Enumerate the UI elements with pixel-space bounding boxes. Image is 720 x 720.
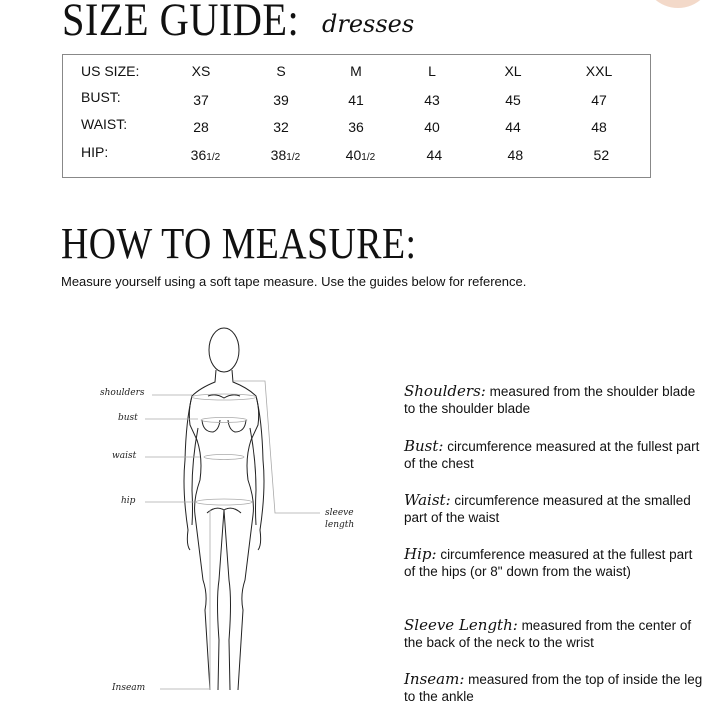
measure-item: Shoulders: measured from the shoulder bl… <box>404 383 704 417</box>
table-cell: 381/2 <box>271 147 300 163</box>
table-cell: 43 <box>424 92 440 108</box>
figure-label-hip: hip <box>121 496 136 506</box>
cell-fraction: 1/2 <box>206 152 221 163</box>
measure-text: circumference measured at the fullest pa… <box>404 547 693 579</box>
row-header-us-size: US SIZE: <box>81 63 140 79</box>
cell-whole: 44 <box>426 147 443 163</box>
table-cell: 37 <box>193 92 209 108</box>
measure-item: Hip: circumference measured at the fulle… <box>404 546 704 580</box>
measure-intro: Measure yourself using a soft tape measu… <box>61 274 527 289</box>
measure-text: measured from the top of inside the leg … <box>404 672 703 704</box>
table-cell: 36 <box>348 119 364 135</box>
cell-whole: 36 <box>190 147 207 163</box>
measure-term: Waist: <box>404 491 451 509</box>
column-header: L <box>428 63 436 79</box>
cell-whole: 38 <box>270 147 287 163</box>
row-label: BUST: <box>81 89 121 105</box>
measure-text: circumference measured at the fullest pa… <box>404 439 700 471</box>
column-header: XS <box>191 63 211 79</box>
figure-label-waist: waist <box>112 451 137 461</box>
table-cell: 39 <box>273 92 289 108</box>
cell-whole: 40 <box>345 147 362 163</box>
measure-item: Sleeve Length: measured from the center … <box>404 617 704 651</box>
table-cell: 44 <box>505 119 521 135</box>
column-header: XL <box>504 63 522 79</box>
measure-term: Shoulders: <box>404 382 486 400</box>
cell-whole: 48 <box>507 147 524 163</box>
size-table: US SIZE: XS S M L XL XXL BUST: 37 39 41 43 45 47 WAIST… <box>62 54 651 178</box>
table-cell: 48 <box>508 147 524 163</box>
table-cell: 401/2 <box>346 147 375 163</box>
measure-term: Sleeve Length: <box>404 616 518 634</box>
column-header: M <box>350 63 362 79</box>
figure-label-sleeve-length: sleeve length <box>325 508 355 530</box>
table-cell: 32 <box>273 119 289 135</box>
page-title: SIZE GUIDE: <box>62 0 300 46</box>
row-label: WAIST: <box>81 116 128 132</box>
measure-term: Hip: <box>404 545 437 563</box>
column-header: S <box>276 63 286 79</box>
measure-text: circumference measured at the smalled pa… <box>404 493 691 525</box>
table-cell: 45 <box>505 92 521 108</box>
table-cell: 361/2 <box>191 147 220 163</box>
measure-item: Waist: circumference measured at the sma… <box>404 492 704 526</box>
cell-fraction: 1/2 <box>286 152 301 163</box>
figure-label-inseam: Inseam <box>112 683 146 693</box>
measure-text: measured from the shoulder blade to the … <box>404 384 696 416</box>
measure-item: Inseam: measured from the top of inside … <box>404 671 704 705</box>
body-figure-illustration <box>145 327 320 691</box>
row-label: HIP: <box>81 144 109 160</box>
table-cell: 40 <box>424 119 440 135</box>
cell-fraction: 1/2 <box>361 152 376 163</box>
measure-term: Inseam: <box>404 670 465 688</box>
table-cell: 48 <box>591 119 607 135</box>
table-cell: 44 <box>427 147 443 163</box>
table-cell: 47 <box>591 92 607 108</box>
figure-label-bust: bust <box>118 413 138 423</box>
table-cell: 41 <box>348 92 364 108</box>
table-cell: 28 <box>193 119 209 135</box>
accent-circle <box>643 0 713 8</box>
how-to-measure-title: HOW TO MEASURE: <box>61 219 417 268</box>
column-header: XXL <box>585 63 613 79</box>
page-subtitle: dresses <box>322 10 415 38</box>
measure-item: Bust: circumference measured at the full… <box>404 438 704 472</box>
measure-text: measured from the center of the back of … <box>404 618 692 650</box>
measure-term: Bust: <box>404 437 444 455</box>
figure-label-shoulders: shoulders <box>100 388 145 398</box>
table-cell: 52 <box>594 147 610 163</box>
cell-whole: 52 <box>593 147 610 163</box>
